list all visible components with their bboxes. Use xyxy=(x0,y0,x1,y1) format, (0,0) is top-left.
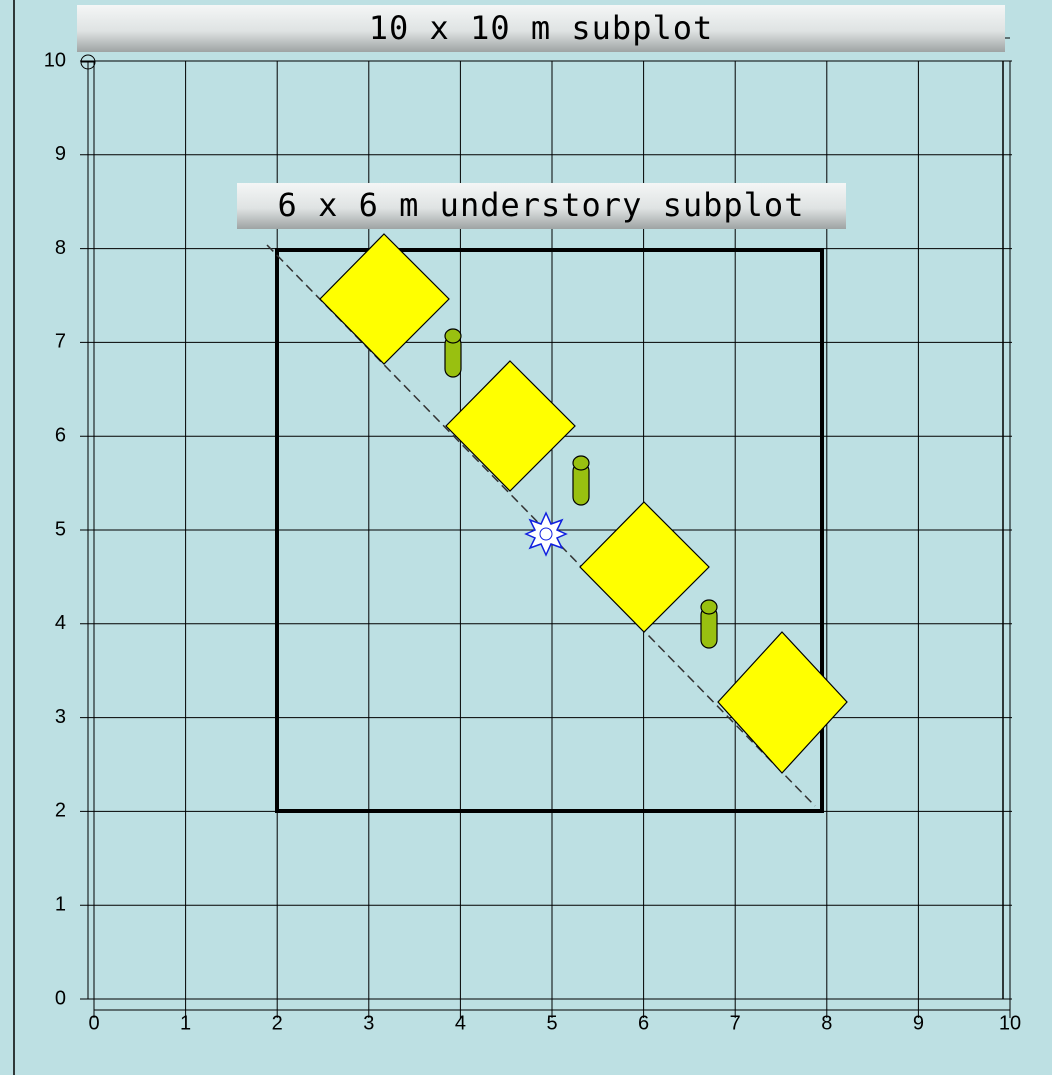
x-tick-label: 4 xyxy=(455,1012,466,1034)
x-tick-label: 9 xyxy=(913,1012,924,1034)
diamond xyxy=(319,233,450,365)
y-tick-label: 6 xyxy=(55,424,66,446)
y-tick-label: 1 xyxy=(55,893,66,915)
y-tick-label: 7 xyxy=(55,331,66,353)
x-tick-label: 6 xyxy=(638,1012,649,1034)
y-tick-label: 3 xyxy=(55,706,66,728)
x-tick-label: 7 xyxy=(730,1012,741,1034)
cylinder xyxy=(444,328,462,378)
x-tick-label: 8 xyxy=(821,1012,832,1034)
y-tick-label: 2 xyxy=(55,800,66,822)
x-tick-label: 5 xyxy=(546,1012,557,1034)
y-tick-label: 0 xyxy=(55,987,66,1009)
center-star xyxy=(524,511,568,557)
cylinder xyxy=(700,599,718,649)
x-tick-label: 2 xyxy=(272,1012,283,1034)
y-tick-label: 4 xyxy=(55,612,66,634)
x-tick-label: 0 xyxy=(88,1012,99,1034)
y-tick-label: 5 xyxy=(55,518,66,540)
diamond xyxy=(717,631,848,774)
cylinder xyxy=(572,455,590,506)
y-tick-label: 10 xyxy=(44,49,66,71)
inner-title: 6 x 6 m understory subplot xyxy=(278,186,805,224)
x-tick-label: 3 xyxy=(363,1012,374,1034)
x-tick-label: 1 xyxy=(180,1012,191,1034)
outer-title-bar xyxy=(77,5,1005,52)
diamond xyxy=(445,360,576,492)
inner-subplot xyxy=(275,248,824,813)
diamond xyxy=(579,501,710,633)
outer-title: 10 x 10 m subplot xyxy=(369,9,714,47)
y-tick-label: 9 xyxy=(55,143,66,165)
y-tick-label: 8 xyxy=(55,237,66,259)
x-tick-label: 10 xyxy=(999,1012,1021,1034)
inner-title-bar xyxy=(237,183,846,229)
